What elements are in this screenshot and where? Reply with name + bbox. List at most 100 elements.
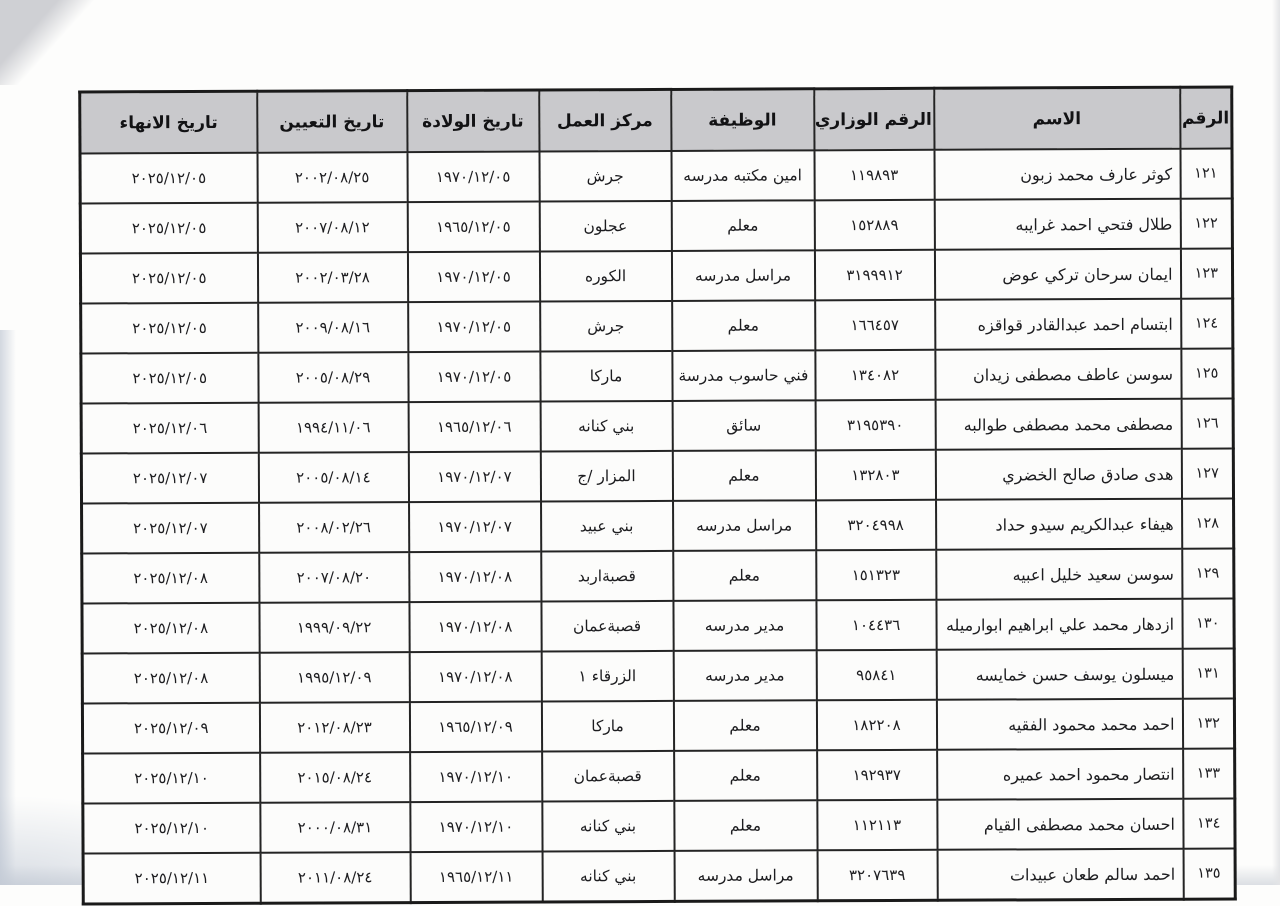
cell-number: ١٣٥ xyxy=(1183,848,1236,900)
cell-name: هيفاء عبدالكريم سيدو حداد xyxy=(935,498,1182,550)
table-row: ١٣٥ احمد سالم طعان عبيدات ٣٢٠٧٦٣٩ مراسل … xyxy=(83,848,1236,905)
cell-job: معلم xyxy=(673,750,817,801)
cell-number: ١٣٣ xyxy=(1182,748,1235,799)
cell-birth-date: ١٩٧٠/١٢/٠٥ xyxy=(407,351,541,403)
cell-work-center: بني كنانه xyxy=(540,400,673,452)
cell-end-date: ٢٠٢٥/١٢/٠٩ xyxy=(82,702,260,754)
cell-end-date: ٢٠٢٥/١٢/٠٥ xyxy=(80,202,258,254)
cell-ministry-number: ١١٢١١٣ xyxy=(816,799,938,851)
cell-job: معلم xyxy=(671,300,815,351)
cell-ministry-number: ١٨٢٢٠٨ xyxy=(816,699,937,751)
cell-birth-date: ١٩٦٥/١٢/٠٥ xyxy=(407,201,540,253)
cell-name: انتصار محمود احمد عميره xyxy=(936,748,1183,800)
table-row: ١٢١ كوثر عارف محمد زبون ١١٩٨٩٣ امين مكتب… xyxy=(80,148,1233,204)
cell-work-center: بني عبيد xyxy=(540,500,673,552)
cell-hire-date: ٢٠٠٨/٠٢/٢٦ xyxy=(258,502,409,553)
cell-ministry-number: ١٣٤٠٨٢ xyxy=(814,349,936,401)
cell-name: هدى صادق صالح الخضري xyxy=(935,448,1182,500)
cell-job: معلم xyxy=(672,550,816,601)
table-row: ١٢٨ هيفاء عبدالكريم سيدو حداد ٣٢٠٤٩٩٨ مر… xyxy=(81,498,1234,554)
cell-ministry-number: ١١٩٨٩٣ xyxy=(813,149,935,201)
cell-ministry-number: ١٦٦٤٥٧ xyxy=(814,299,935,351)
cell-hire-date: ٢٠٠٥/٠٨/١٤ xyxy=(258,452,409,503)
cell-name: سوسن عاطف مصطفى زيدان xyxy=(934,348,1182,400)
cell-end-date: ٢٠٢٥/١٢/٠٥ xyxy=(80,252,258,304)
col-header-hire-date: تاريخ التعيين xyxy=(256,90,407,153)
cell-work-center: جرش xyxy=(539,300,672,352)
cell-end-date: ٢٠٢٥/١٢/١٠ xyxy=(82,802,261,854)
cell-end-date: ٢٠٢٥/١٢/٠٧ xyxy=(81,452,259,504)
cell-name: ازدهار محمد علي ابراهيم ابوارميله xyxy=(935,598,1183,650)
col-header-birth-date: تاريخ الولادة xyxy=(406,90,539,153)
cell-number: ١٣٤ xyxy=(1182,798,1236,849)
cell-number: ١٢٩ xyxy=(1181,548,1234,599)
cell-end-date: ٢٠٢٥/١٢/٠٦ xyxy=(81,402,259,454)
scan-corner-shade xyxy=(0,0,130,85)
cell-work-center: جرش xyxy=(538,150,672,202)
cell-ministry-number: ٣١٩٩٩١٢ xyxy=(814,249,935,301)
cell-ministry-number: ١٥٢٨٨٩ xyxy=(814,199,935,251)
table-row: ١٢٦ مصطفى محمد مصطفى طوالبه ٣١٩٥٣٩٠ سائق… xyxy=(81,398,1234,454)
cell-number: ١٢١ xyxy=(1179,148,1233,199)
cell-work-center: ماركا xyxy=(539,350,673,402)
cell-ministry-number: ١٣٢٨٠٣ xyxy=(815,449,936,501)
employee-table-container: الرقم الاسم الرقم الوزاري الوظيفة مركز ا… xyxy=(78,85,1237,906)
cell-birth-date: ١٩٧٠/١٢/٠٥ xyxy=(407,251,540,303)
cell-birth-date: ١٩٧٠/١٢/١٠ xyxy=(409,751,542,803)
cell-number: ١٣١ xyxy=(1182,648,1235,699)
cell-job: مراسل مدرسه xyxy=(671,250,815,301)
cell-birth-date: ١٩٧٠/١٢/٠٥ xyxy=(406,151,540,203)
cell-number: ١٢٧ xyxy=(1181,448,1234,499)
table-row: ١٣٣ انتصار محمود احمد عميره ١٩٢٩٣٧ معلم … xyxy=(82,748,1235,804)
col-header-name: الاسم xyxy=(933,87,1180,150)
col-header-work-center: مركز العمل xyxy=(538,89,671,152)
cell-birth-date: ١٩٦٥/١٢/٠٦ xyxy=(408,401,541,453)
cell-number: ١٢٦ xyxy=(1181,398,1234,449)
table-row: ١٢٣ ايمان سرحان تركي عوض ٣١٩٩٩١٢ مراسل م… xyxy=(80,248,1233,304)
cell-work-center: بني كنانه xyxy=(541,800,675,852)
cell-ministry-number: ٣١٩٥٣٩٠ xyxy=(815,399,936,451)
cell-name: سوسن سعيد خليل اعبيه xyxy=(935,548,1182,600)
table-row: ١٢٢ طلال فتحي احمد غرايبه ١٥٢٨٨٩ معلم عج… xyxy=(80,198,1233,254)
cell-number: ١٣٠ xyxy=(1181,598,1235,649)
cell-name: مصطفى محمد مصطفى طوالبه xyxy=(935,398,1182,450)
cell-end-date: ٢٠٢٥/١٢/٠٨ xyxy=(81,602,260,654)
cell-job: مدير مدرسه xyxy=(673,650,817,701)
cell-job: معلم xyxy=(673,800,818,851)
cell-birth-date: ١٩٧٠/١٢/٠٧ xyxy=(408,451,541,503)
cell-birth-date: ١٩٧٠/١٢/٠٧ xyxy=(408,501,541,553)
cell-birth-date: ١٩٧٠/١٢/٠٨ xyxy=(408,551,541,603)
cell-work-center: قصبةاربد xyxy=(540,550,673,602)
cell-end-date: ٢٠٢٥/١٢/١١ xyxy=(83,852,261,905)
cell-work-center: قصبةعمان xyxy=(541,750,674,802)
table-row: ١٣٠ ازدهار محمد علي ابراهيم ابوارميله ١٠… xyxy=(81,598,1235,654)
cell-hire-date: ١٩٩٤/١١/٠٦ xyxy=(258,402,409,453)
cell-hire-date: ٢٠٠٥/٠٨/٢٩ xyxy=(257,352,409,403)
cell-end-date: ٢٠٢٥/١٢/٠٥ xyxy=(80,352,259,404)
cell-name: احمد محمد محمود الفقيه xyxy=(936,698,1183,750)
table-row: ١٣٤ احسان محمد مصطفى القيام ١١٢١١٣ معلم … xyxy=(82,798,1236,854)
cell-number: ١٢٣ xyxy=(1180,248,1233,299)
cell-number: ١٢٥ xyxy=(1180,348,1234,399)
cell-number: ١٢٤ xyxy=(1180,298,1233,349)
cell-hire-date: ٢٠٠٢/٠٨/٢٥ xyxy=(257,152,408,203)
table-body: ١٢١ كوثر عارف محمد زبون ١١٩٨٩٣ امين مكتب… xyxy=(80,148,1236,905)
cell-job: مراسل مدرسه xyxy=(674,850,818,902)
cell-name: ابتسام احمد عبدالقادر قواقزه xyxy=(934,298,1181,350)
cell-work-center: الزرقاء ١ xyxy=(541,650,674,702)
cell-job: فني حاسوب مدرسة xyxy=(671,350,816,401)
cell-ministry-number: ٣٢٠٤٩٩٨ xyxy=(815,499,936,551)
cell-job: مراسل مدرسه xyxy=(672,500,816,551)
cell-birth-date: ١٩٧٠/١٢/٠٥ xyxy=(407,301,540,353)
col-header-job: الوظيفة xyxy=(670,88,814,151)
cell-name: طلال فتحي احمد غرايبه xyxy=(934,198,1181,250)
cell-work-center: ماركا xyxy=(541,700,674,752)
cell-hire-date: ١٩٩٥/١٢/٠٩ xyxy=(259,652,410,703)
employee-termination-table: الرقم الاسم الرقم الوزاري الوظيفة مركز ا… xyxy=(78,85,1237,906)
cell-hire-date: ٢٠٠٧/٠٨/٢٠ xyxy=(258,552,409,603)
header-row: الرقم الاسم الرقم الوزاري الوظيفة مركز ا… xyxy=(79,86,1232,154)
cell-hire-date: ٢٠٠٧/٠٨/١٢ xyxy=(257,202,408,253)
cell-end-date: ٢٠٢٥/١٢/١٠ xyxy=(82,752,260,804)
cell-end-date: ٢٠٢٥/١٢/٠٥ xyxy=(80,152,258,204)
